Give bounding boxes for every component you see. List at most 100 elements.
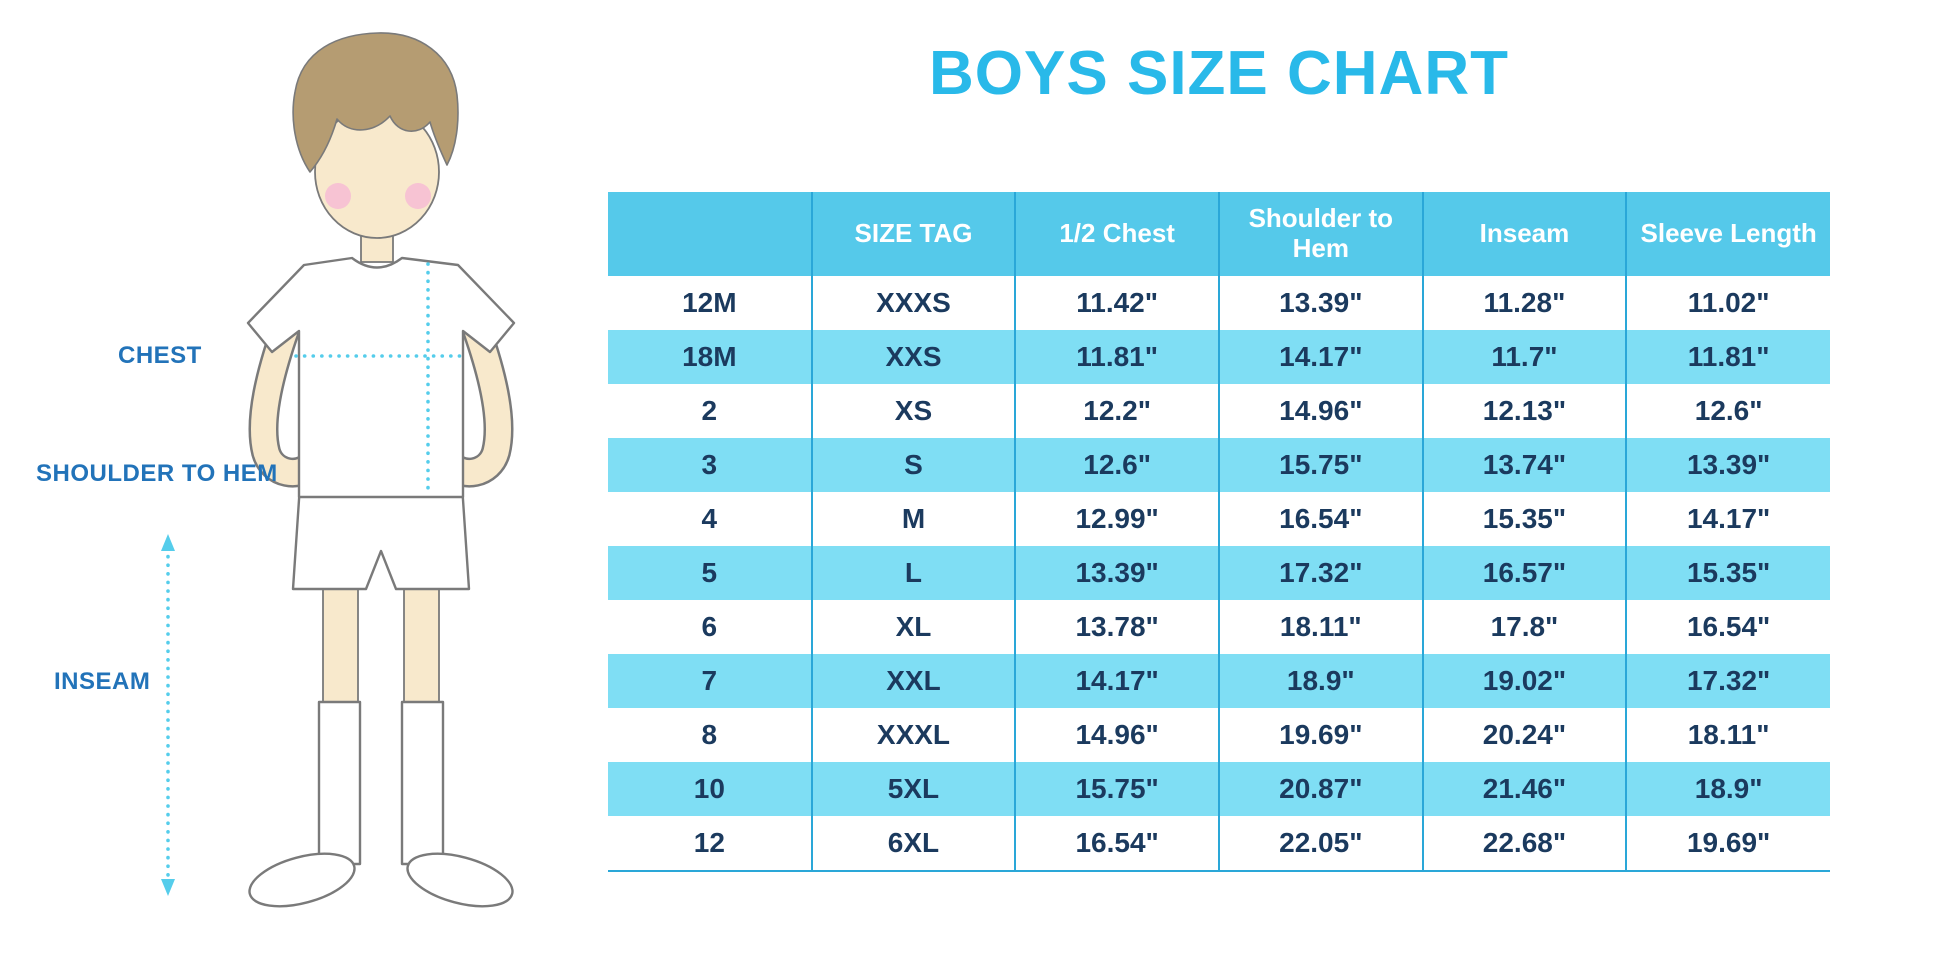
size-cell: 12 (608, 816, 812, 872)
value-cell: XXXL (810, 708, 1016, 762)
table-row: 2 XS 12.2" 14.96" 12.13" 12.6" (608, 384, 1830, 438)
hair (292, 32, 459, 173)
value-cell: 15.35" (1421, 492, 1627, 546)
value-cell: 19.02" (1421, 654, 1627, 708)
value-cell: 18.9" (1217, 654, 1423, 708)
right-sock (400, 700, 445, 866)
value-cell: 12.13" (1421, 384, 1627, 438)
value-cell: 15.35" (1625, 546, 1830, 600)
value-cell: 18.9" (1625, 762, 1830, 816)
value-cell: 6XL (810, 816, 1016, 872)
value-cell: 22.05" (1217, 816, 1423, 872)
header-cell-half-chest: 1/2 Chest (1014, 192, 1219, 276)
value-cell: 22.68" (1421, 816, 1627, 872)
value-cell: XL (810, 600, 1016, 654)
table-row: 6 XL 13.78" 18.11" 17.8" 16.54" (608, 600, 1830, 654)
value-cell: 13.74" (1421, 438, 1627, 492)
value-cell: S (810, 438, 1016, 492)
value-cell: 13.39" (1625, 438, 1830, 492)
shoulder-to-hem-label: SHOULDER TO HEM (36, 460, 278, 487)
value-cell: 14.17" (1625, 492, 1830, 546)
value-cell: M (810, 492, 1016, 546)
table-header: SIZE TAG 1/2 Chest Shoulder to Hem Insea… (608, 192, 1830, 276)
table-row: 4 M 12.99" 16.54" 15.35" 14.17" (608, 492, 1830, 546)
chest-label: CHEST (118, 342, 202, 369)
header-row: SIZE TAG 1/2 Chest Shoulder to Hem Insea… (608, 192, 1830, 276)
value-cell: 11.28" (1421, 276, 1627, 330)
size-cell: 5 (608, 546, 812, 600)
table-row: 5 L 13.39" 17.32" 16.57" 15.35" (608, 546, 1830, 600)
value-cell: 12.6" (1014, 438, 1219, 492)
value-cell: XXL (810, 654, 1016, 708)
left-arm (248, 307, 329, 488)
value-cell: XXS (810, 330, 1016, 384)
value-cell: 5XL (810, 762, 1016, 816)
size-cell: 12M (608, 276, 812, 330)
size-cell: 3 (608, 438, 812, 492)
value-cell: 15.75" (1014, 762, 1219, 816)
value-cell: 13.39" (1217, 276, 1423, 330)
size-cell: 10 (608, 762, 812, 816)
value-cell: 17.8" (1421, 600, 1627, 654)
value-cell: 12.99" (1014, 492, 1219, 546)
size-cell: 4 (608, 492, 812, 546)
value-cell: 16.54" (1217, 492, 1423, 546)
table-row: 18M XXS 11.81" 14.17" 11.7" 11.81" (608, 330, 1830, 384)
value-cell: 14.17" (1014, 654, 1219, 708)
header-cell-sleeve-length: Sleeve Length (1625, 192, 1830, 276)
value-cell: 21.46" (1421, 762, 1627, 816)
inseam-arrow-up-icon (161, 534, 175, 551)
size-cell: 8 (608, 708, 812, 762)
table-row: 8 XXXL 14.96" 19.69" 20.24" 18.11" (608, 708, 1830, 762)
value-cell: 12.2" (1014, 384, 1219, 438)
value-cell: 14.96" (1014, 708, 1219, 762)
value-cell: 12.6" (1625, 384, 1830, 438)
value-cell: 15.75" (1217, 438, 1423, 492)
inseam-label: INSEAM (54, 668, 151, 695)
size-cell: 18M (608, 330, 812, 384)
value-cell: 13.78" (1014, 600, 1219, 654)
table-row: 12 6XL 16.54" 22.05" 22.68" 19.69" (608, 816, 1830, 872)
value-cell: 16.54" (1014, 816, 1219, 872)
left-sock (317, 700, 362, 866)
right-cheek (405, 183, 431, 209)
value-cell: 18.11" (1217, 600, 1423, 654)
table-row: 3 S 12.6" 15.75" 13.74" 13.39" (608, 438, 1830, 492)
size-cell: 6 (608, 600, 812, 654)
value-cell: L (810, 546, 1016, 600)
right-arm (433, 307, 514, 488)
value-cell: 11.7" (1421, 330, 1627, 384)
header-cell-inseam: Inseam (1421, 192, 1627, 276)
page-title: BOYS SIZE CHART (929, 39, 1509, 108)
inseam-arrow-down-icon (161, 879, 175, 896)
value-cell: 20.24" (1421, 708, 1627, 762)
value-cell: 14.17" (1217, 330, 1423, 384)
right-foot (406, 852, 514, 908)
value-cell: 16.54" (1625, 600, 1830, 654)
value-cell: 20.87" (1217, 762, 1423, 816)
value-cell: 17.32" (1625, 654, 1830, 708)
size-cell: 7 (608, 654, 812, 708)
value-cell: 11.81" (1014, 330, 1219, 384)
left-foot (248, 852, 356, 908)
table-body: 12M XXXS 11.42" 13.39" 11.28" 11.02" 18M XXS 11.… (608, 276, 1830, 872)
value-cell: 13.39" (1014, 546, 1219, 600)
table-row: 10 5XL 15.75" 20.87" 21.46" 18.9" (608, 762, 1830, 816)
value-cell: 19.69" (1625, 816, 1830, 872)
size-table: SIZE TAG 1/2 Chest Shoulder to Hem Insea… (608, 192, 1830, 872)
boy-illustration (161, 32, 516, 908)
header-cell-size-tag: SIZE TAG (810, 192, 1016, 276)
value-cell: 18.11" (1625, 708, 1830, 762)
size-cell: 2 (608, 384, 812, 438)
t-shirt (246, 256, 516, 499)
value-cell: 11.81" (1625, 330, 1830, 384)
value-cell: XXXS (810, 276, 1016, 330)
value-cell: 16.57" (1421, 546, 1627, 600)
value-cell: 14.96" (1217, 384, 1423, 438)
header-cell-empty (608, 192, 812, 276)
value-cell: 19.69" (1217, 708, 1423, 762)
value-cell: 11.42" (1014, 276, 1219, 330)
table-row: 12M XXXS 11.42" 13.39" 11.28" 11.02" (608, 276, 1830, 330)
table-row: 7 XXL 14.17" 18.9" 19.02" 17.32" (608, 654, 1830, 708)
